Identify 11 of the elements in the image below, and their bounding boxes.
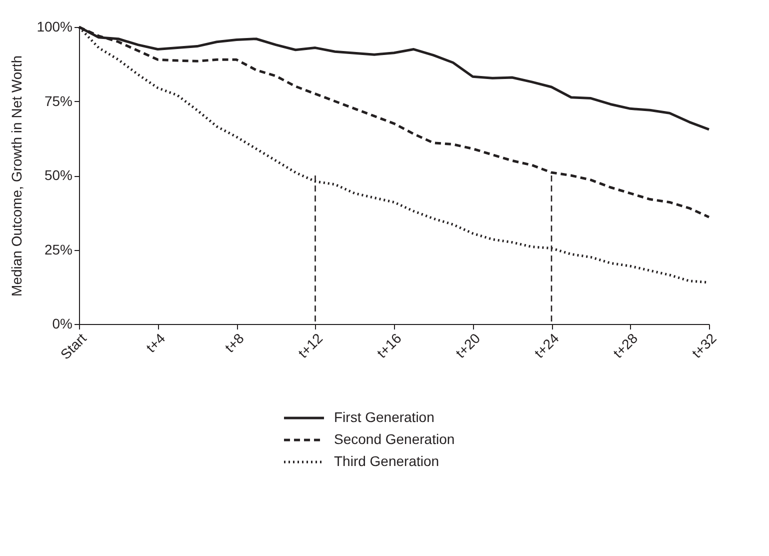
y-tick-label: 50% [44, 167, 72, 183]
legend-label: Second Generation [334, 431, 455, 447]
y-axis-title: Median Outcome, Growth in Net Worth [8, 56, 25, 296]
legend-label: Third Generation [334, 453, 440, 469]
y-tick-label: 100% [36, 18, 72, 34]
legend-label: First Generation [334, 409, 434, 425]
y-tick-label: 0% [52, 316, 72, 332]
x-tick-label: t+8 [222, 330, 248, 356]
y-tick-label: 75% [44, 92, 72, 109]
y-tick-label: 25% [44, 241, 72, 258]
x-tick-label: t+4 [142, 330, 168, 356]
